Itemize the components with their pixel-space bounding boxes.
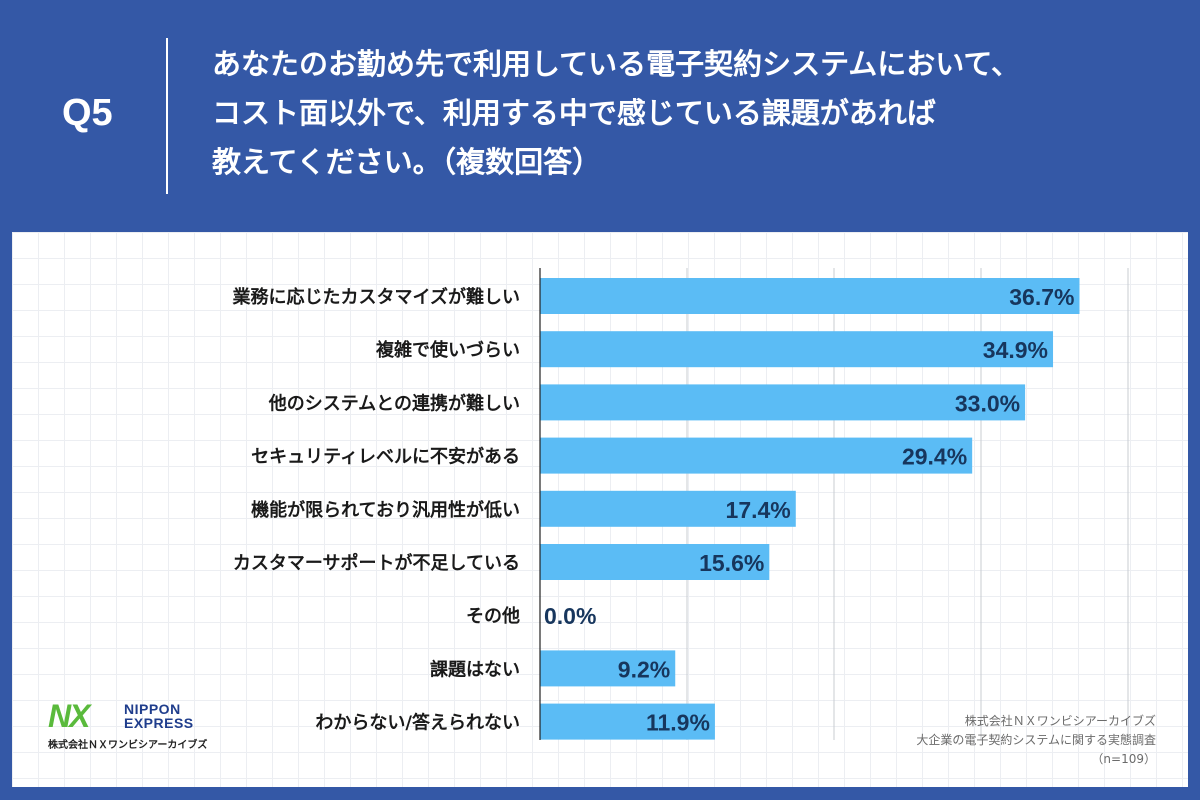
category-label: カスタマーサポートが不足している	[233, 552, 520, 574]
question-header: Q5 あなたのお勤め先で利用している電子契約システムにおいて、 コスト面以外で、…	[0, 0, 1200, 230]
value-label: 33.0%	[955, 390, 1020, 416]
value-label: 17.4%	[726, 497, 791, 523]
source-note: 株式会社ＮＸワンビシアーカイブズ 大企業の電子契約システムに関する実態調査 （n…	[916, 712, 1156, 769]
bar	[540, 490, 796, 527]
category-label: 業務に応じたカスタマイズが難しい	[232, 286, 520, 308]
source-survey-title: 大企業の電子契約システムに関する実態調査	[916, 733, 1156, 747]
bar	[540, 703, 715, 740]
value-label: 9.2%	[618, 656, 670, 682]
source-company: 株式会社ＮＸワンビシアーカイブズ	[964, 714, 1156, 728]
bar	[540, 331, 1054, 368]
category-label: 他のシステムとの連携が難しい	[268, 392, 520, 414]
logo-name-line1: NIPPON	[124, 701, 181, 717]
header-divider	[166, 38, 168, 194]
bar-chart: 業務に応じたカスタマイズが難しい 36.7% 複雑で使いづらい 34.9% 他のシステム…	[232, 268, 1129, 740]
value-label: 36.7%	[1009, 284, 1074, 310]
category-label: 複雑で使いづらい	[375, 339, 520, 361]
question-line: コスト面以外で、利用する中で感じている課題があれば	[212, 96, 936, 130]
bar	[540, 650, 676, 687]
category-label: わからない/答えられない	[315, 712, 520, 734]
question-line: あなたのお勤め先で利用している電子契約システムにおいて、	[212, 47, 1020, 81]
bar	[540, 384, 1026, 421]
value-label: 34.9%	[983, 337, 1048, 363]
source-sample-size: （n=109）	[1091, 752, 1156, 766]
value-label: 0.0%	[544, 603, 596, 629]
question-text: あなたのお勤め先で利用している電子契約システムにおいて、 コスト面以外で、利用す…	[212, 40, 1192, 187]
bar	[540, 437, 973, 474]
question-line: 教えてください。（複数回答）	[212, 145, 602, 179]
bar	[540, 278, 1080, 314]
logo-company-name: 株式会社ＮＸワンビシアーカイブズ	[48, 740, 208, 751]
category-label: 課題はない	[430, 658, 520, 680]
category-label: その他	[466, 605, 520, 627]
logo-name-line2: EXPRESS	[124, 715, 194, 731]
chart-panel: 業務に応じたカスタマイズが難しい 36.7% 複雑で使いづらい 34.9% 他のシステム…	[12, 232, 1188, 787]
question-number: Q5	[62, 92, 113, 134]
value-label: 15.6%	[699, 550, 764, 576]
value-label: 29.4%	[902, 444, 967, 470]
bar	[540, 544, 770, 580]
category-label: セキュリティレベルに不安がある	[251, 446, 520, 468]
value-label: 11.9%	[646, 710, 710, 736]
category-label: 機能が限られており汎用性が低い	[251, 499, 520, 521]
nx-logo-mark: NX	[48, 698, 90, 734]
